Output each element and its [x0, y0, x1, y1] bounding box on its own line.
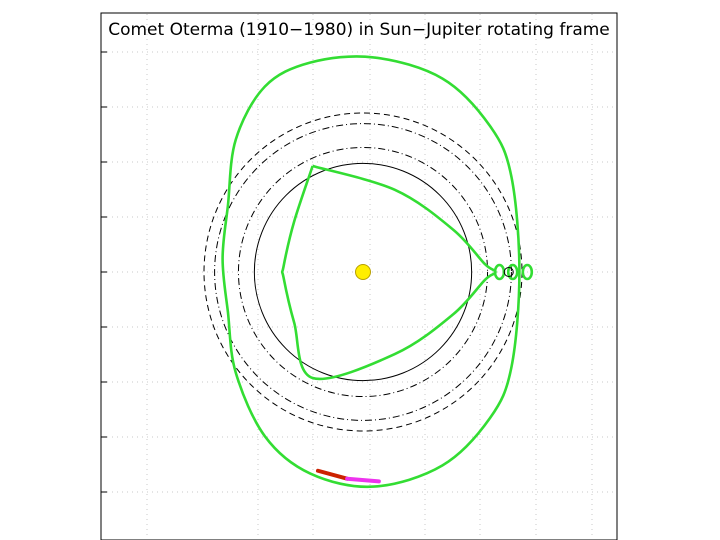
trajectory-outer-loop — [221, 55, 521, 489]
orbit-circle-5 — [214, 123, 512, 421]
orbit-circle-4 — [237, 146, 489, 398]
marker-red-segment — [315, 468, 350, 481]
axis-ticks — [101, 51, 107, 493]
celestial-bodies — [355, 264, 514, 280]
trajectory-marker — [315, 468, 381, 484]
jupiter-loop-2 — [521, 263, 534, 281]
jupiter-loop-1 — [506, 263, 519, 281]
sun-marker — [355, 264, 371, 280]
plot-frame — [100, 12, 618, 540]
marker-magenta-segment — [345, 476, 381, 484]
orbit-circle-3 — [253, 162, 473, 382]
jupiter-marker — [503, 267, 514, 277]
plot-grid — [102, 14, 616, 539]
trajectory-inner-orbit — [280, 164, 497, 381]
chart-title: Comet Oterma (1910−1980) in Sun−Jupiter … — [108, 20, 610, 40]
